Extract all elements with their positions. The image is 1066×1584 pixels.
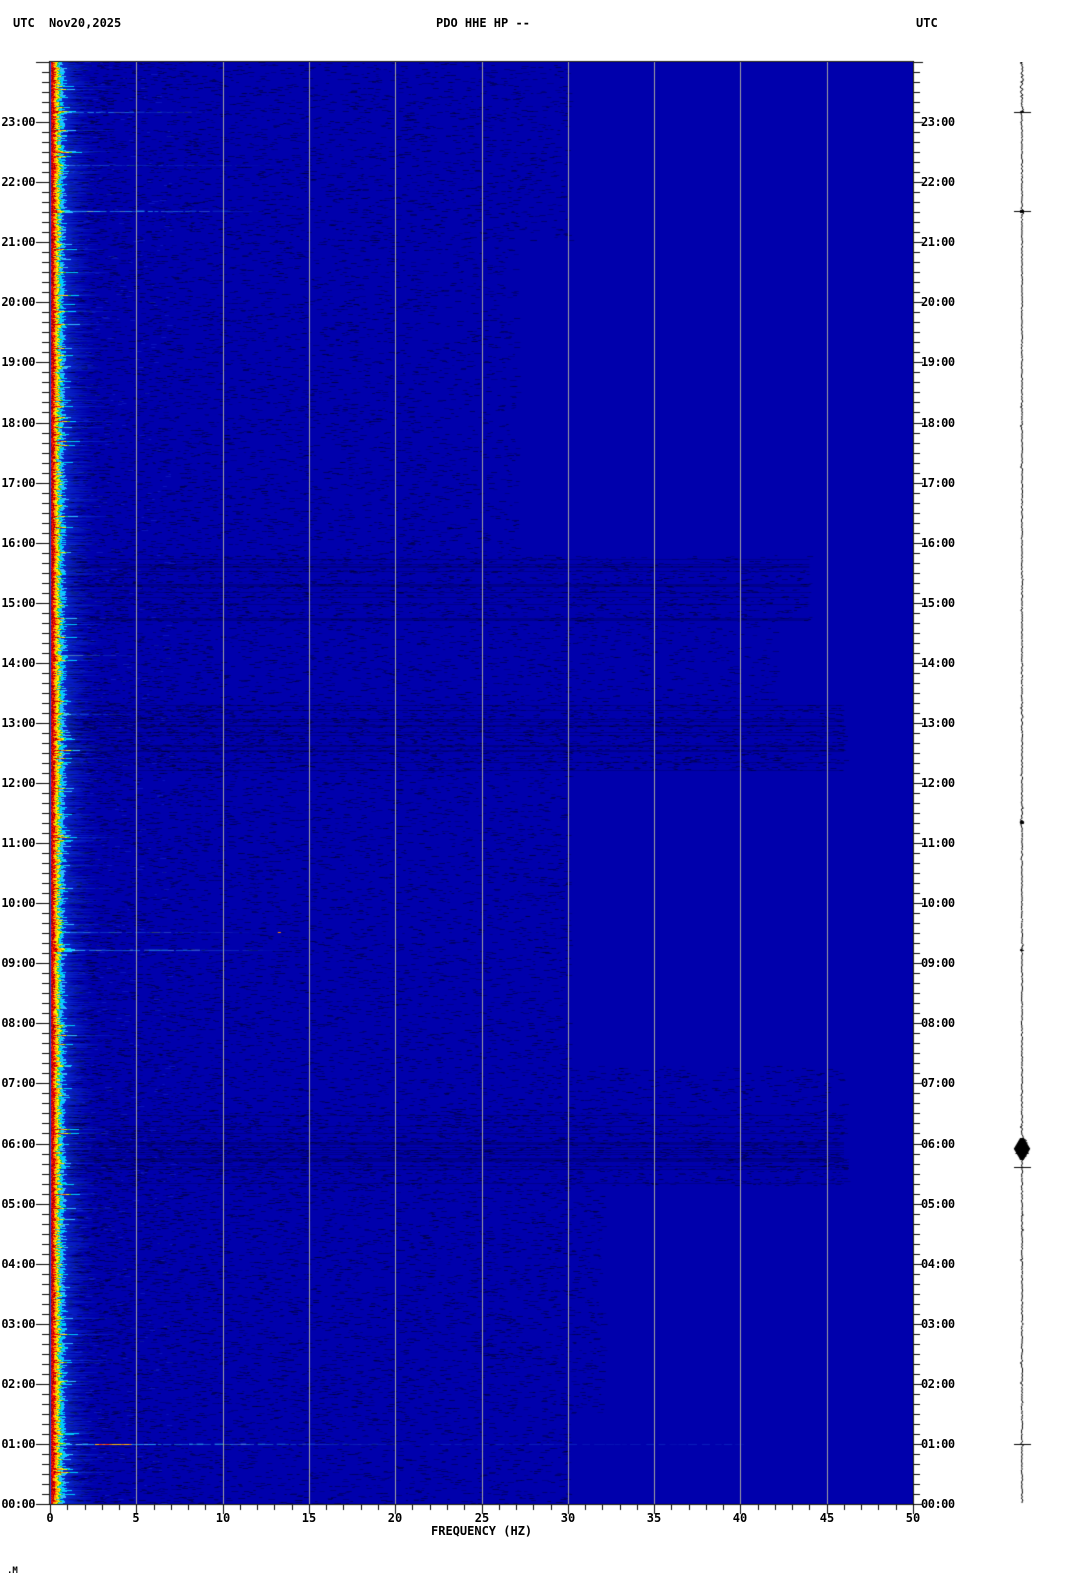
freq-tick-label: 10 bbox=[215, 1511, 231, 1525]
freq-tick-label: 50 bbox=[905, 1511, 921, 1525]
freq-tick-label: 35 bbox=[646, 1511, 662, 1525]
hour-label-right: 23:00 bbox=[921, 115, 955, 129]
hour-label-right: 16:00 bbox=[921, 536, 955, 550]
hour-label-left: 20:00 bbox=[1, 295, 35, 309]
hour-label-left: 23:00 bbox=[1, 115, 35, 129]
hour-label-left: 05:00 bbox=[1, 1197, 35, 1211]
hour-label-right: 21:00 bbox=[921, 235, 955, 249]
hour-label-right: 01:00 bbox=[921, 1437, 955, 1451]
corner-mark: .M bbox=[7, 1566, 18, 1576]
hour-label-left: 10:00 bbox=[1, 896, 35, 910]
hour-label-right: 10:00 bbox=[921, 896, 955, 910]
hour-label-right: 05:00 bbox=[921, 1197, 955, 1211]
hour-label-left: 21:00 bbox=[1, 235, 35, 249]
hour-label-left: 13:00 bbox=[1, 716, 35, 730]
hour-label-right: 02:00 bbox=[921, 1377, 955, 1391]
hour-label-left: 02:00 bbox=[1, 1377, 35, 1391]
hour-label-right: 07:00 bbox=[921, 1076, 955, 1090]
hour-label-right: 17:00 bbox=[921, 476, 955, 490]
hour-label-left: 17:00 bbox=[1, 476, 35, 490]
freq-tick-label: 20 bbox=[387, 1511, 403, 1525]
hour-label-left: 08:00 bbox=[1, 1016, 35, 1030]
freq-tick-label: 15 bbox=[301, 1511, 317, 1525]
freq-tick-label: 25 bbox=[474, 1511, 490, 1525]
freq-tick-label: 0 bbox=[46, 1511, 54, 1525]
hour-label-right: 15:00 bbox=[921, 596, 955, 610]
hour-label-right: 12:00 bbox=[921, 776, 955, 790]
hour-label-left: 15:00 bbox=[1, 596, 35, 610]
hour-label-right: 18:00 bbox=[921, 416, 955, 430]
hour-label-left: 06:00 bbox=[1, 1137, 35, 1151]
hour-label-left: 22:00 bbox=[1, 175, 35, 189]
hour-label-left: 19:00 bbox=[1, 355, 35, 369]
hour-label-right: 00:00 bbox=[921, 1497, 955, 1511]
hour-label-left: 04:00 bbox=[1, 1257, 35, 1271]
hour-label-right: 22:00 bbox=[921, 175, 955, 189]
hour-label-right: 19:00 bbox=[921, 355, 955, 369]
hour-label-left: 09:00 bbox=[1, 956, 35, 970]
hour-label-right: 03:00 bbox=[921, 1317, 955, 1331]
hour-label-right: 11:00 bbox=[921, 836, 955, 850]
hour-label-right: 06:00 bbox=[921, 1137, 955, 1151]
hour-label-left: 16:00 bbox=[1, 536, 35, 550]
hour-label-left: 00:00 bbox=[1, 1497, 35, 1511]
hour-label-left: 11:00 bbox=[1, 836, 35, 850]
hour-label-left: 18:00 bbox=[1, 416, 35, 430]
freq-tick-label: 30 bbox=[560, 1511, 576, 1525]
freq-tick-label: 5 bbox=[132, 1511, 140, 1525]
freq-tick-label: 40 bbox=[732, 1511, 748, 1525]
hour-label-left: 03:00 bbox=[1, 1317, 35, 1331]
hour-label-right: 20:00 bbox=[921, 295, 955, 309]
hour-label-left: 01:00 bbox=[1, 1437, 35, 1451]
hour-label-right: 09:00 bbox=[921, 956, 955, 970]
hour-label-right: 14:00 bbox=[921, 656, 955, 670]
hour-label-left: 07:00 bbox=[1, 1076, 35, 1090]
hour-label-left: 14:00 bbox=[1, 656, 35, 670]
seismogram-trace-canvas bbox=[990, 62, 1054, 1504]
hour-label-right: 08:00 bbox=[921, 1016, 955, 1030]
frequency-axis-label: FREQUENCY (HZ) bbox=[431, 1524, 533, 1538]
hour-label-right: 13:00 bbox=[921, 716, 955, 730]
freq-tick-label: 45 bbox=[819, 1511, 835, 1525]
hour-label-right: 04:00 bbox=[921, 1257, 955, 1271]
hour-label-left: 12:00 bbox=[1, 776, 35, 790]
